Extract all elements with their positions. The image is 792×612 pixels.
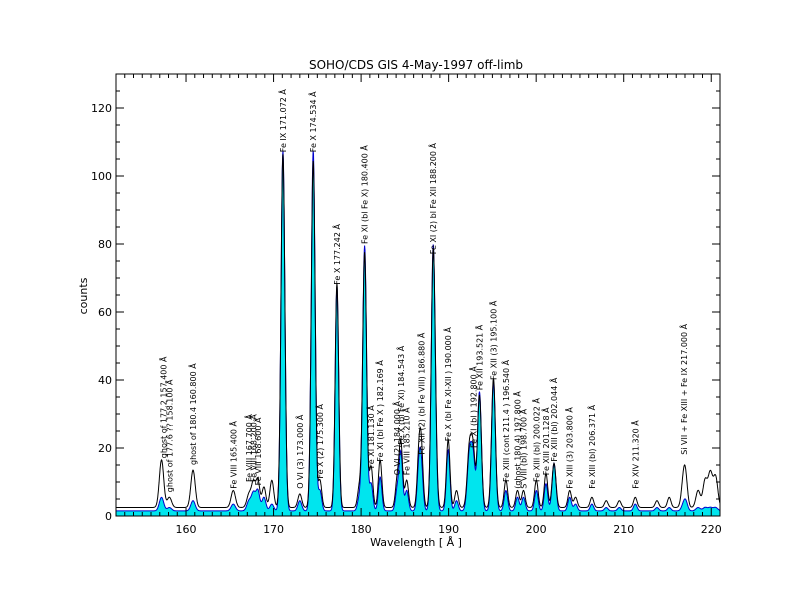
line-annotation: Fe XIII (bl) 202.044 Å: [548, 377, 559, 461]
line-annotation: Fe X 177.242 Å: [331, 224, 342, 285]
y-tick-label: 100: [91, 170, 112, 183]
fit-series-line: [116, 150, 721, 512]
x-tick-label: 200: [526, 523, 547, 536]
line-annotation: Fe VIII 168.600 Å: [252, 417, 263, 485]
line-annotation: O VI (3) 173.000 Å: [294, 414, 305, 489]
line-annotation: Fe XIV 211.320 Å: [629, 420, 640, 489]
line-annotation: Fe XIII (cont 211.4 ) 196.540 Å: [500, 359, 511, 482]
observed-series-line: [116, 154, 721, 509]
line-annotation: Fe XIII (bl) 200.022 Å: [530, 398, 541, 482]
x-axis: 160 170 180 190 200 210 220: [115, 74, 722, 536]
line-annotation: Fe XII (3) 195.100 Å: [488, 300, 499, 380]
line-annotation: Fe X (bl Fe XI-XII ) 190.000 Å: [442, 327, 453, 442]
line-annotation: Fe XI (bl Fe X) 180.400 Å: [359, 145, 370, 244]
line-annotation: Si VII + Fe XIII + Fe IX 217.000 Å: [678, 323, 689, 454]
y-tick-label: 60: [98, 306, 112, 319]
y-tick-label: 0: [105, 510, 112, 523]
x-tick-label: 210: [613, 523, 634, 536]
line-annotation: Fe VIII 185.210 Å: [401, 407, 412, 475]
line-annotation: Fe XIII 201.128 Å: [540, 407, 551, 475]
line-annotation: Fe XI 181.130 Å: [365, 405, 376, 469]
line-annotation: Fe IX 171.072 Å: [277, 89, 288, 153]
line-annotation: Fe X (2) 175.300 Å: [314, 403, 325, 478]
plot-area: [116, 150, 721, 516]
line-annotation: ghost of 177.2 157.400 Å: [157, 356, 168, 458]
line-annotation: Fe X (bl Fe XI) 184.543 Å: [395, 345, 406, 444]
line-annotation: Fe XI (bl ) 192.800 Å: [467, 366, 478, 448]
line-annotation: O VI (2) 184.000 Å: [391, 400, 402, 475]
chart-title: SOHO/CDS GIS 4-May-1997 off-limb: [309, 58, 523, 72]
y-tick-label: 80: [98, 238, 112, 251]
x-tick-label: 160: [176, 523, 197, 536]
line-annotation: Fe XII (2) (bl Fe VIII) 186.880 Å: [415, 332, 426, 455]
line-annotation: Fe XII 193.521 Å: [474, 324, 485, 390]
y-axis-label: counts: [77, 277, 90, 314]
line-annotation: Fe VIII 167.700 Å: [243, 414, 254, 482]
x-tick-label: 220: [701, 523, 722, 536]
x-tick-label: 190: [438, 523, 459, 536]
x-tick-label: 180: [351, 523, 372, 536]
x-axis-label: Wavelength [ Å ]: [370, 536, 462, 549]
line-annotation: ghost of 180.4 160.800 Å: [187, 363, 198, 465]
line-annotation: (ghost 180.4) 197.800 Å: [511, 391, 522, 489]
y-tick-label: 20: [98, 442, 112, 455]
line-annotation: Fe XIII (bl) 206.371 Å: [586, 404, 597, 488]
y-tick-label: 120: [91, 102, 112, 115]
y-tick-label: 40: [98, 374, 112, 387]
line-annotation: Fe XI (2) bl Fe XII 188.200 Å: [427, 142, 438, 254]
line-annotation: Fe XIII (3) 203.800 Å: [564, 407, 575, 489]
line-annotation: S VIII (bl) 198.700 Å: [518, 408, 529, 488]
x-tick-label: 170: [263, 523, 284, 536]
line-annotation: Fe X 174.534 Å: [307, 91, 318, 152]
line-annotation: ghost of 177.6 ?? 158.100 Å: [163, 379, 174, 492]
y-axis: 0 20 40 60 80 100 120: [91, 73, 720, 523]
line-annotation: Fe VIII 165.400 Å: [227, 420, 238, 488]
line-annotation: Fe VIII 168.200 Å: [247, 414, 258, 482]
line-annotation: Fe XI (bl Fe X ) 182.169 Å: [374, 360, 385, 462]
